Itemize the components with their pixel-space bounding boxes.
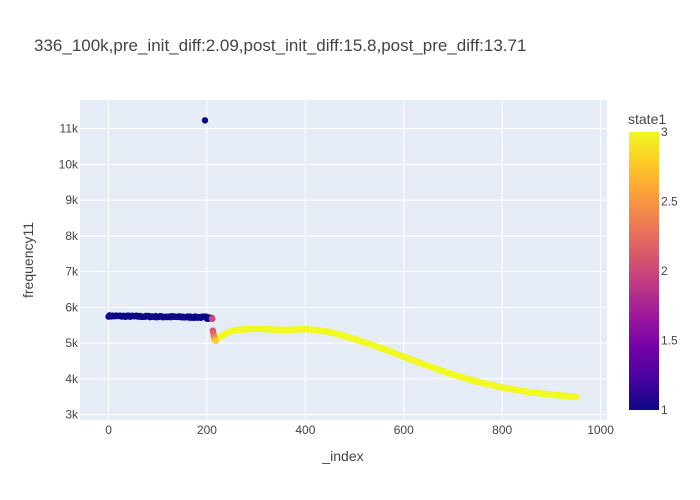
y-tick-label: 6k (65, 300, 79, 314)
scatter-points (105, 117, 580, 400)
y-gridlines (80, 128, 607, 416)
y-tick-label: 8k (65, 229, 79, 243)
y-tick-label: 11k (60, 122, 79, 136)
data-point (212, 337, 220, 345)
colorbar-tick-label: 2.5 (661, 195, 678, 209)
colorbar-tick-label: 1 (661, 403, 668, 417)
colorbar-tick-label: 2 (661, 264, 668, 278)
colorbar-tick-label: 1.5 (661, 334, 678, 348)
x-tick-label: 800 (492, 423, 512, 437)
plot-area (80, 100, 607, 420)
colorbar-title: state1 (628, 111, 666, 127)
x-tick-label: 400 (295, 423, 315, 437)
data-point (572, 393, 580, 400)
y-tick-label: 3k (65, 408, 79, 422)
colorbar (629, 132, 659, 410)
data-point (209, 315, 216, 323)
y-axis-title: frequency11 (20, 222, 36, 298)
x-tick-label: 200 (197, 423, 217, 437)
y-tick-label: 4k (65, 372, 79, 386)
y-tick-labels: 3k 4k 5k 6k 7k 8k 9k 10k 11k (59, 122, 79, 422)
y-tick-label: 5k (65, 336, 79, 350)
x-tick-labels: 0 200 400 600 800 1000 (105, 423, 614, 437)
colorbar-tick-label: 3 (661, 125, 668, 139)
x-tick-label: 1000 (587, 423, 614, 437)
colorbar-tick-labels: 1 1.5 2 2.5 3 (661, 125, 678, 417)
x-axis-title: _index (321, 448, 363, 464)
data-point (201, 117, 209, 124)
chart-title: 336_100k,pre_init_diff:2.09,post_init_di… (34, 36, 526, 55)
y-tick-label: 7k (65, 265, 79, 279)
x-gridlines (108, 100, 602, 420)
y-tick-label: 9k (65, 193, 79, 207)
y-tick-label: 10k (59, 157, 79, 171)
x-tick-label: 600 (394, 423, 414, 437)
x-tick-label: 0 (105, 423, 112, 437)
